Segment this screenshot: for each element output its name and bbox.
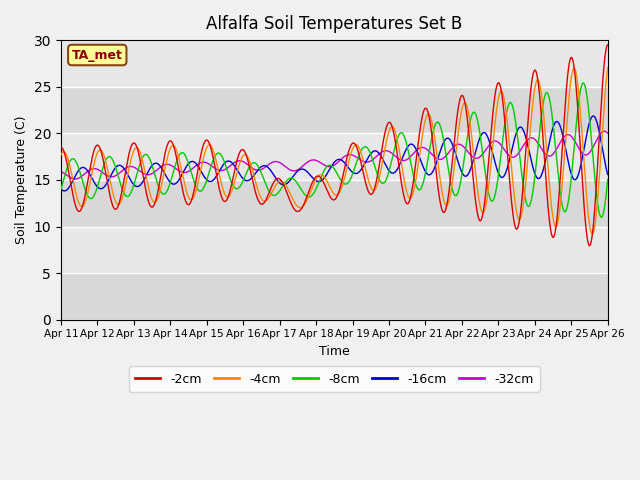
Title: Alfalfa Soil Temperatures Set B: Alfalfa Soil Temperatures Set B: [206, 15, 463, 33]
Legend: -2cm, -4cm, -8cm, -16cm, -32cm: -2cm, -4cm, -8cm, -16cm, -32cm: [129, 366, 540, 392]
Bar: [61, 273, 608, 320]
Bar: [61, 40, 608, 87]
X-axis label: Time: Time: [319, 345, 349, 358]
Bar: [61, 87, 608, 133]
Bar: [61, 180, 608, 227]
Bar: [61, 133, 608, 180]
Y-axis label: Soil Temperature (C): Soil Temperature (C): [15, 116, 28, 244]
Text: TA_met: TA_met: [72, 48, 123, 61]
Bar: [61, 227, 608, 273]
